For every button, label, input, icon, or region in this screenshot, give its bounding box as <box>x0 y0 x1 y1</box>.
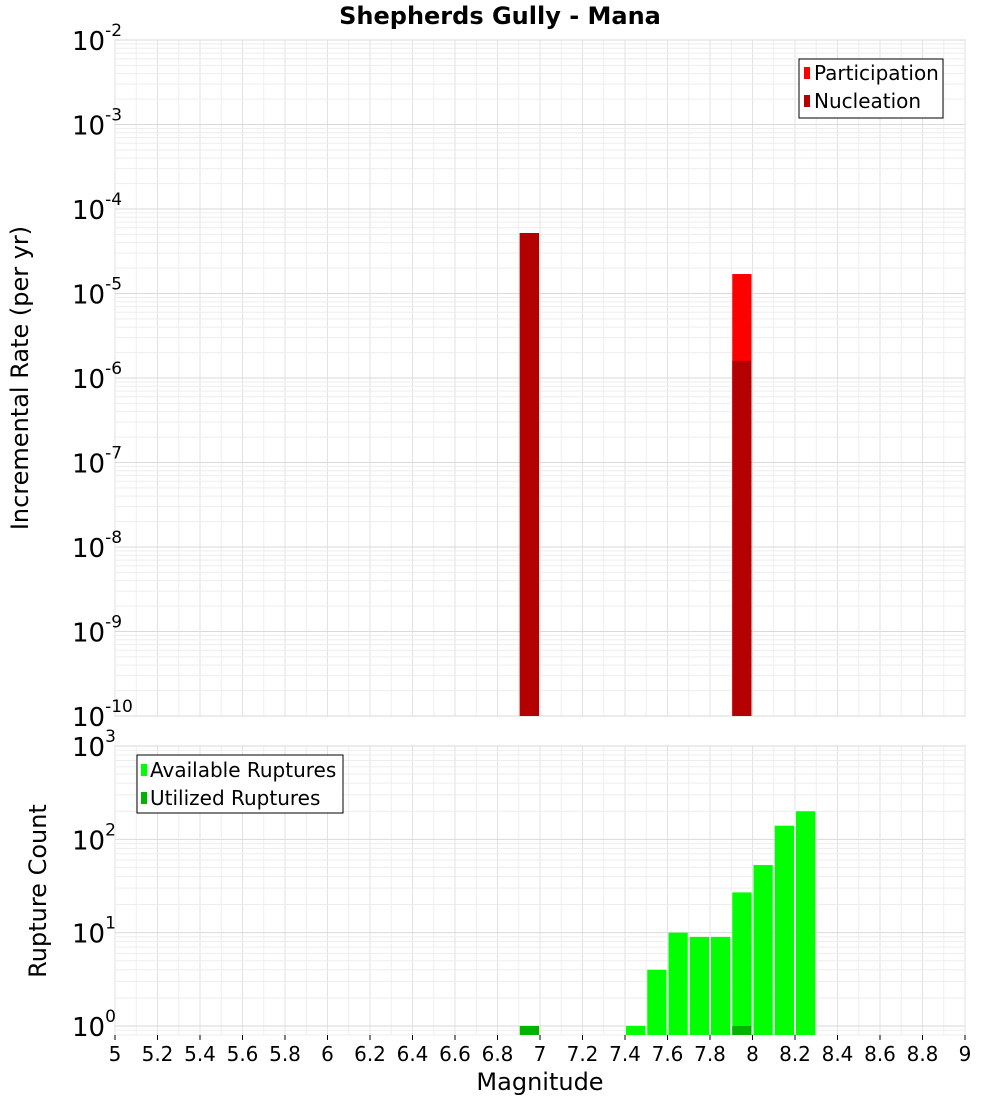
y-tick-label: 103 <box>72 727 116 763</box>
y-tick-label: 100 <box>72 1007 116 1043</box>
x-tick-label: 7.8 <box>694 1042 726 1066</box>
count-legend-box <box>136 754 344 814</box>
y-tick-label: 10-4 <box>72 190 122 226</box>
utilized-ruptures-bar <box>732 1025 752 1035</box>
available-ruptures-bar <box>689 936 709 1035</box>
x-tick-label: 7.2 <box>567 1042 599 1066</box>
x-tick-label: 7.6 <box>652 1042 684 1066</box>
x-tick-label: 6 <box>321 1042 334 1066</box>
x-tick-label: 8.4 <box>822 1042 854 1066</box>
x-tick-label: 6.6 <box>439 1042 471 1066</box>
chart-title: Shepherds Gully - Mana <box>339 2 661 30</box>
legend-label-nucleation: Nucleation <box>814 89 921 113</box>
count-x-ticks: 5 5.2 5.4 5.6 5.8 6 6.2 6.4 6.6 6.8 7 7.2 7.4 7.6 7.8 8… <box>109 1035 972 1066</box>
x-tick-label: 8.6 <box>864 1042 896 1066</box>
count-y-axis-label: Rupture Count <box>24 804 52 978</box>
y-tick-label: 10-8 <box>72 528 122 564</box>
y-tick-label: 10-9 <box>72 613 122 649</box>
rate-legend-box <box>798 58 944 119</box>
rate-grid <box>114 39 966 717</box>
rate-legend: Participation Nucleation <box>798 58 944 119</box>
y-tick-label: 10-6 <box>72 359 122 395</box>
x-tick-label: 8.2 <box>779 1042 811 1066</box>
x-tick-label: 8.8 <box>907 1042 939 1066</box>
x-tick-label: 7.4 <box>609 1042 641 1066</box>
available-ruptures-bar <box>796 811 816 1035</box>
available-ruptures-bar <box>732 892 752 1035</box>
x-axis-label: Magnitude <box>476 1068 603 1096</box>
available-ruptures-bar <box>774 825 794 1035</box>
legend-label-participation: Participation <box>814 61 939 85</box>
y-tick-label: 102 <box>72 820 116 856</box>
x-tick-label: 9 <box>959 1042 972 1066</box>
x-tick-label: 5 <box>109 1042 122 1066</box>
x-tick-label: 5.2 <box>142 1042 174 1066</box>
y-tick-label: 10-7 <box>72 444 122 480</box>
x-tick-label: 7 <box>534 1042 547 1066</box>
rate-bars <box>519 232 752 716</box>
legend-label-utilized: Utilized Ruptures <box>150 786 320 810</box>
count-legend: Available Ruptures Utilized Ruptures <box>136 754 344 814</box>
rate-y-axis-label: Incremental Rate (per yr) <box>6 226 34 530</box>
available-ruptures-bar <box>668 932 688 1035</box>
count-bars <box>519 811 816 1035</box>
y-tick-label: 10-3 <box>72 106 122 142</box>
x-tick-label: 6.8 <box>482 1042 514 1066</box>
nucleation-bar <box>732 360 752 716</box>
y-tick-label: 10-10 <box>72 697 133 733</box>
available-ruptures-bar <box>626 1025 646 1035</box>
rate-panel: 10-10 10-9 10-8 10-7 10-6 10-5 10-4 10-3 10-2 In… <box>6 21 966 733</box>
available-ruptures-bar <box>711 936 731 1035</box>
legend-swatch-participation <box>804 67 810 79</box>
rate-y-ticks: 10-10 10-9 10-8 10-7 10-6 10-5 10-4 10-3 10-2 <box>72 21 133 733</box>
count-y-ticks: 100 101 102 103 <box>72 727 116 1043</box>
legend-swatch-utilized <box>141 792 147 804</box>
nucleation-bar <box>519 232 539 716</box>
x-tick-label: 5.4 <box>184 1042 216 1066</box>
x-tick-label: 5.6 <box>227 1042 259 1066</box>
y-tick-label: 10-5 <box>72 275 122 311</box>
legend-swatch-nucleation <box>804 95 810 107</box>
y-tick-label: 10-2 <box>72 21 122 57</box>
x-tick-label: 6.4 <box>397 1042 429 1066</box>
x-tick-label: 5.8 <box>269 1042 301 1066</box>
available-ruptures-bar <box>753 865 773 1035</box>
utilized-ruptures-bar <box>519 1025 539 1035</box>
x-tick-label: 8 <box>746 1042 759 1066</box>
x-tick-label: 6.2 <box>354 1042 386 1066</box>
y-tick-label: 101 <box>72 914 116 950</box>
legend-swatch-available <box>141 764 147 776</box>
legend-label-available: Available Ruptures <box>150 758 336 782</box>
count-panel: 100 101 102 103 5 5.2 5.4 5.6 5.8 6 6.2 6.4 6.6 6.8 7… <box>24 727 971 1096</box>
available-ruptures-bar <box>647 969 667 1035</box>
